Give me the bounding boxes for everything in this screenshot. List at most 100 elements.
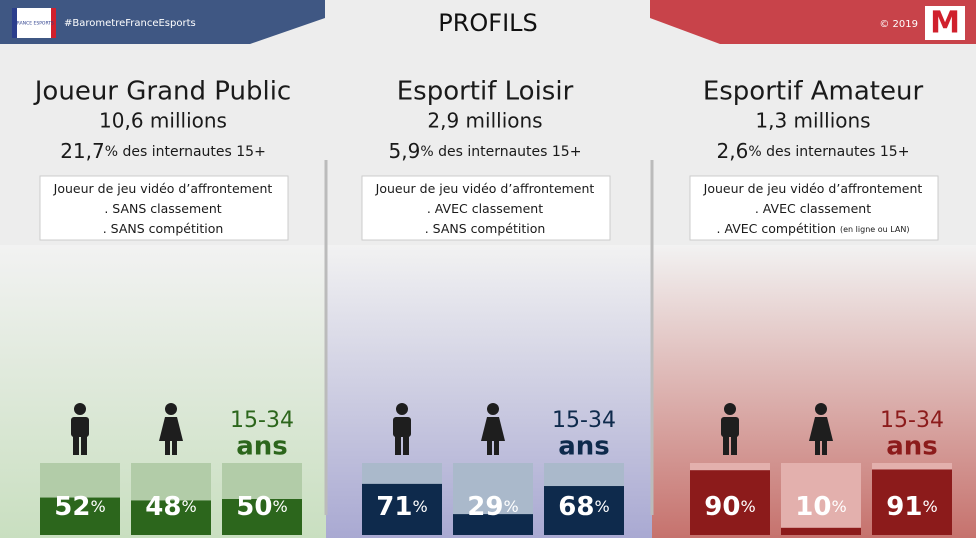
male-icon xyxy=(74,403,86,415)
stat-unit: % xyxy=(503,497,518,516)
description-text: Joueur de jeu vidéo d’affrontement xyxy=(375,181,595,196)
copyright: © 2019 xyxy=(879,19,918,30)
population: 2,9 millions xyxy=(427,109,542,133)
male-icon xyxy=(721,417,739,437)
age-unit: ans xyxy=(886,432,938,462)
description-note: (en ligne ou LAN) xyxy=(840,225,909,234)
header-banner xyxy=(0,0,325,44)
stat-label: 10% xyxy=(795,492,846,522)
description-text: Joueur de jeu vidéo d’affrontement xyxy=(53,181,273,196)
age-unit: ans xyxy=(236,432,288,462)
female-icon xyxy=(494,440,499,455)
stat-fill xyxy=(690,470,770,535)
description-line: Joueur de jeu vidéo d’affrontement xyxy=(703,181,923,196)
stat-label: 91% xyxy=(886,492,937,522)
female-icon xyxy=(487,403,499,415)
stat-value: 50 xyxy=(236,492,272,522)
stat-label: 48% xyxy=(145,492,196,522)
description-box xyxy=(361,175,611,241)
stat-label: 52% xyxy=(54,492,105,522)
stat-value: 10 xyxy=(795,492,831,522)
stat-value: 68 xyxy=(558,492,594,522)
stat-value: 29 xyxy=(467,492,503,522)
description-line: . AVEC classement xyxy=(427,201,543,216)
stat-fill xyxy=(131,500,211,535)
share-text: % des internautes 15+ xyxy=(420,144,581,160)
male-icon xyxy=(393,417,411,437)
brand-logo xyxy=(925,6,965,40)
male-icon xyxy=(395,435,401,455)
profile-name: Joueur Grand Public xyxy=(33,77,291,107)
female-icon xyxy=(159,417,183,441)
description-line: . SANS classement xyxy=(104,201,221,216)
stat-unit: % xyxy=(181,497,196,516)
description-line: . SANS compétition xyxy=(425,221,546,236)
stat-fill xyxy=(781,527,861,535)
share-value: 2,6 xyxy=(717,139,749,163)
stat-value: 52 xyxy=(54,492,90,522)
stat-unit: % xyxy=(412,497,427,516)
profile-name: Esportif Amateur xyxy=(703,77,924,107)
stat-value: 48 xyxy=(145,492,181,522)
share-text: % des internautes 15+ xyxy=(105,144,266,160)
description-text: . SANS classement xyxy=(104,201,221,216)
female-icon xyxy=(822,440,827,455)
description-text: . SANS compétition xyxy=(103,221,224,236)
female-icon xyxy=(815,440,820,455)
male-icon xyxy=(403,435,409,455)
stat-label: 71% xyxy=(376,492,427,522)
stat-unit: % xyxy=(831,497,846,516)
stat-value: 71 xyxy=(376,492,412,522)
female-icon xyxy=(815,403,827,415)
share: 21,7% des internautes 15+ xyxy=(60,139,266,163)
stat-unit: % xyxy=(272,497,287,516)
description-line: . AVEC classement xyxy=(755,201,871,216)
female-icon xyxy=(165,403,177,415)
page-title: PROFILS xyxy=(438,9,538,37)
male-icon xyxy=(396,403,408,415)
description-box xyxy=(39,175,289,241)
population: 10,6 millions xyxy=(99,109,227,133)
stat-value: 90 xyxy=(704,492,740,522)
stat-fill xyxy=(544,486,624,535)
logo xyxy=(12,8,56,38)
stat-label: 29% xyxy=(467,492,518,522)
male-icon xyxy=(731,435,737,455)
stat-unit: % xyxy=(740,497,755,516)
stat-fill xyxy=(40,497,120,535)
share-value: 21,7 xyxy=(60,139,105,163)
description-text: Joueur de jeu vidéo d’affrontement xyxy=(703,181,923,196)
female-icon xyxy=(481,417,505,441)
share-text: % des internautes 15+ xyxy=(748,144,909,160)
stat-card xyxy=(781,463,861,535)
profile-name: Esportif Loisir xyxy=(397,77,574,107)
stat-unit: % xyxy=(922,497,937,516)
header-banner xyxy=(650,0,976,44)
male-icon xyxy=(71,417,89,437)
description-text: . AVEC classement xyxy=(755,201,871,216)
logo-text: FRANCE ESPORTS xyxy=(14,21,54,27)
female-icon xyxy=(172,440,177,455)
stat-label: 90% xyxy=(704,492,755,522)
description-line: Joueur de jeu vidéo d’affrontement xyxy=(375,181,595,196)
age-range: 15-34 xyxy=(880,408,944,433)
share-value: 5,9 xyxy=(389,139,421,163)
description-text: . SANS compétition xyxy=(425,221,546,236)
logo-stripe xyxy=(12,8,17,38)
male-icon xyxy=(723,435,729,455)
description-line: . AVEC compétition (en ligne ou LAN) xyxy=(717,221,910,236)
female-icon xyxy=(809,417,833,441)
stat-label: 50% xyxy=(236,492,287,522)
stat-unit: % xyxy=(90,497,105,516)
stat-fill xyxy=(453,514,533,535)
brand-letter: M xyxy=(930,6,960,41)
female-icon xyxy=(487,440,492,455)
male-icon xyxy=(81,435,87,455)
population: 1,3 millions xyxy=(755,109,870,133)
stat-fill xyxy=(222,499,302,535)
stat-label: 68% xyxy=(558,492,609,522)
share: 2,6% des internautes 15+ xyxy=(717,139,910,163)
age-range: 15-34 xyxy=(552,408,616,433)
stat-fill xyxy=(362,483,442,535)
